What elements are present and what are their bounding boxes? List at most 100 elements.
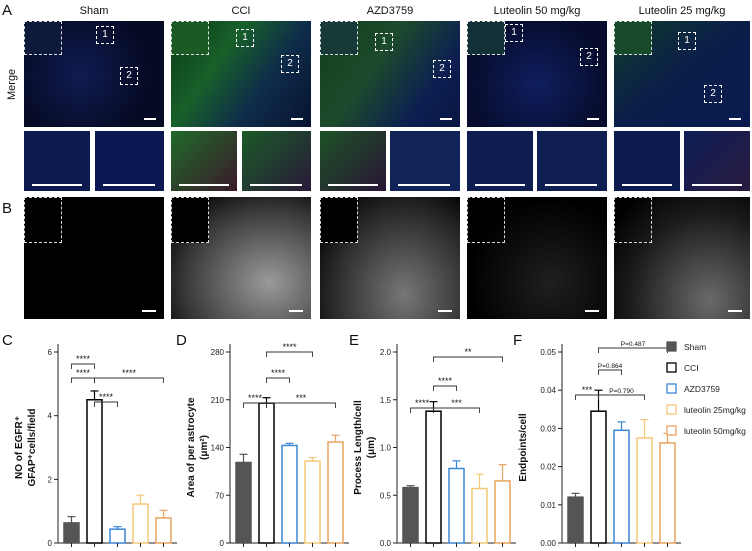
significance-label: **** [248, 393, 263, 403]
significance-label: **** [271, 368, 286, 378]
skeleton-cci [171, 197, 311, 319]
panel-label-c: C [2, 332, 13, 349]
legend-swatch [666, 341, 677, 352]
bar [327, 441, 344, 544]
significance-label: *** [296, 393, 307, 403]
micrograph-azd3759-merge: 1 2 [320, 21, 460, 127]
y-tick-label: 4 [48, 412, 53, 421]
significance-label: **** [76, 368, 91, 378]
significance-label: **** [122, 368, 137, 378]
significance-label: **** [415, 398, 430, 408]
scale-bar [142, 310, 156, 312]
y-tick-label: 0.03 [540, 424, 556, 433]
bar [659, 442, 676, 544]
micrograph-sham-merge: 1 2 [24, 21, 164, 127]
scale-bar [728, 310, 742, 312]
roi-box-2: 2 [433, 60, 451, 78]
significance-bracket [266, 377, 290, 383]
y-tick-label: 210 [211, 396, 225, 405]
bar [471, 487, 488, 544]
inset-box [24, 21, 62, 55]
y-axis-label: Area of per astrocyte [186, 397, 197, 497]
roi-box-2: 2 [580, 48, 598, 66]
bar [304, 460, 321, 544]
y-axis-label-line2: (μm²) [199, 435, 210, 460]
scale-bar [179, 184, 229, 186]
skeleton-luteolin50 [467, 197, 607, 319]
bar [590, 410, 607, 544]
significance-bracket [266, 351, 313, 357]
zoom-cci-1 [171, 131, 237, 191]
significance-bracket [266, 402, 336, 408]
y-tick-label: 2.0 [380, 348, 392, 357]
bar [425, 410, 442, 544]
inset-box [467, 197, 505, 243]
inset-box [24, 197, 62, 243]
y-tick-label: 280 [211, 348, 225, 357]
panel-label-a: A [2, 2, 13, 19]
y-axis-label: Process Length/cell [353, 400, 364, 495]
legend-label: luteolin 25mg/kg [684, 405, 746, 415]
significance-bracket [598, 394, 645, 400]
column-title-luteolin-25: Luteolin 25 mg/kg [638, 5, 726, 17]
legend-label: CCI [684, 363, 699, 373]
panel-label-f: F [513, 332, 523, 349]
y-tick-label: 0 [48, 539, 53, 548]
inset-box [614, 197, 652, 243]
column-title-sham: Sham [79, 5, 109, 17]
y-tick-label: 0.05 [540, 348, 556, 357]
panel-label-e: E [349, 332, 360, 349]
skeleton-luteolin25 [614, 197, 750, 319]
significance-label: *** [451, 398, 462, 408]
skeleton-sham [24, 197, 164, 319]
y-axis-label: Endpoints/cell [518, 413, 529, 482]
bar [258, 402, 275, 544]
legend-label: luteolin 50mg/kg [684, 426, 746, 436]
significance-label: P=0.487 [621, 341, 646, 348]
inset-box [320, 21, 358, 55]
legend-label: AZD3759 [684, 384, 720, 394]
scale-bar [438, 310, 452, 312]
inset-box [467, 21, 505, 55]
significance-label: **** [99, 392, 114, 402]
y-tick-label: 0 [220, 539, 225, 548]
skeleton-azd3759 [320, 197, 460, 319]
scale-bar [475, 184, 525, 186]
roi-box-1: 1 [375, 33, 393, 51]
inset-box [171, 21, 209, 55]
micrograph-luteolin50-merge: 1 2 [467, 21, 607, 127]
legend-swatch [666, 362, 677, 373]
y-axis-label-line2: GFAP⁺cells/field [27, 408, 38, 486]
legend-label: Sham [684, 342, 706, 352]
legend-swatch [666, 425, 677, 436]
scale-bar [622, 184, 672, 186]
inset-box [614, 21, 652, 55]
zoom-sham-1 [24, 131, 90, 191]
significance-bracket [71, 377, 95, 383]
zoom-sham-2 [95, 131, 164, 191]
significance-label: P=0.864 [598, 363, 623, 370]
zoom-lut50-1 [467, 131, 533, 191]
y-axis-label-line2: (μm) [366, 437, 377, 459]
inset-box [320, 197, 358, 243]
roi-box-2: 2 [120, 67, 138, 85]
micrograph-luteolin25-merge: 1 2 [614, 21, 750, 127]
significance-label: ** [464, 347, 472, 357]
panel-label-d: D [176, 332, 187, 349]
scale-bar [144, 118, 156, 120]
scale-bar [729, 118, 741, 120]
scale-bar [328, 184, 378, 186]
scale-bar [692, 184, 742, 186]
scale-bar [103, 184, 155, 186]
significance-bracket [575, 394, 599, 400]
scale-bar [585, 310, 599, 312]
column-title-luteolin-50: Luteolin 50 mg/kg [493, 5, 581, 17]
legend-swatch [666, 404, 677, 415]
y-tick-label: 140 [211, 444, 225, 453]
y-tick-label: 0.5 [380, 491, 392, 500]
scale-bar [545, 184, 597, 186]
roi-box-1: 1 [236, 29, 254, 47]
zoom-lut25-2 [684, 131, 750, 191]
roi-box-1: 1 [96, 26, 114, 44]
